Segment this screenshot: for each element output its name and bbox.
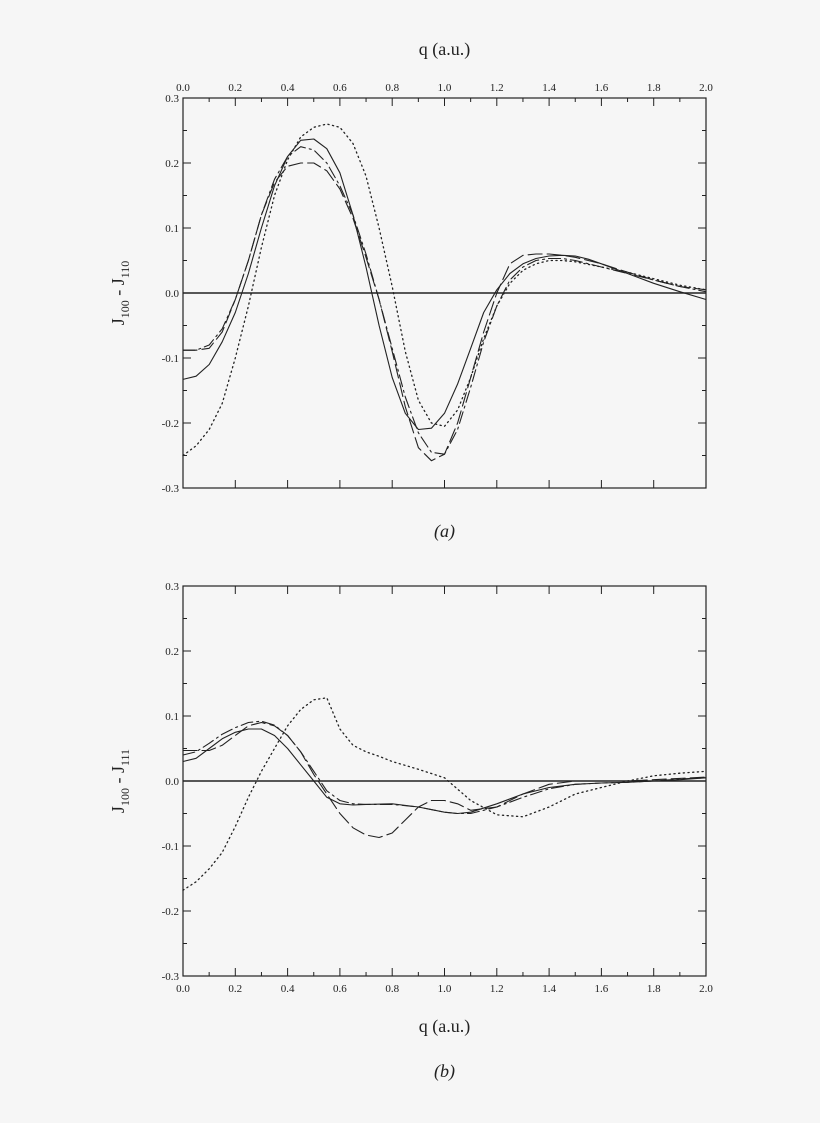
panel-caption: (b) — [434, 1061, 455, 1082]
y-tick-label: -0.3 — [162, 971, 180, 983]
y-axis-title: J100 - J110 — [108, 261, 132, 326]
x-tick-label: 1.6 — [595, 82, 609, 94]
x-tick-label: 2.0 — [699, 82, 713, 94]
series-line-dotted — [182, 697, 707, 891]
y-tick-label: 0.3 — [165, 581, 179, 593]
x-tick-label: 1.2 — [490, 82, 504, 94]
series-line-dotted — [182, 123, 707, 457]
x-tick-label: 1.0 — [438, 82, 452, 94]
y-tick-label: -0.1 — [162, 353, 179, 365]
x-axis-title: q (a.u.) — [419, 39, 470, 60]
y-tick-label: -0.2 — [162, 906, 179, 918]
x-tick-label: 1.8 — [647, 82, 661, 94]
series-line-dash-dot — [182, 146, 707, 455]
x-tick-label: 0.8 — [385, 82, 399, 94]
x-tick-label: 0.0 — [176, 983, 190, 995]
y-tick-label: 0.1 — [165, 711, 179, 723]
x-tick-label: 2.0 — [699, 983, 713, 995]
panel-a: 0.0 0.2 0.4 0.6 0.8 1.0 1.2 1.4 1.6 1.8 2.0 0.3 0.2 0… — [108, 39, 713, 542]
y-tick-label: 0.0 — [165, 776, 179, 788]
panel-b: 0.0 0.2 0.4 0.6 0.8 1.0 1.2 1.4 1.6 1.8 2.0 0.3 0.2 0… — [108, 581, 713, 1082]
x-tick-label: 0.4 — [281, 82, 295, 94]
x-tick-label: 0.2 — [228, 82, 242, 94]
x-axis-title: q (a.u.) — [419, 1016, 470, 1037]
x-tick-label: 1.6 — [595, 983, 609, 995]
y-tick-label: 0.3 — [165, 93, 179, 105]
x-tick-label: 1.8 — [647, 983, 661, 995]
x-tick-label: 1.4 — [542, 983, 556, 995]
x-tick-label: 1.2 — [490, 983, 504, 995]
y-tick-label: -0.1 — [162, 841, 179, 853]
y-tick-label: 0.2 — [165, 646, 179, 658]
x-tick-label: 1.4 — [542, 82, 556, 94]
series-line-dash-dot — [182, 720, 707, 815]
x-tick-label: 0.6 — [333, 983, 347, 995]
series-line-dashed — [182, 721, 707, 839]
y-tick-label: 0.2 — [165, 158, 179, 170]
y-tick-label: -0.2 — [162, 418, 179, 430]
y-tick-label: 0.0 — [165, 288, 179, 300]
y-axis-title: J100 - J111 — [108, 749, 132, 813]
y-tick-label: -0.3 — [162, 483, 180, 495]
x-tick-label: 1.0 — [438, 983, 452, 995]
x-tick-label: 0.0 — [176, 82, 190, 94]
x-tick-label: 0.2 — [228, 983, 242, 995]
x-tick-label: 0.6 — [333, 82, 347, 94]
x-tick-label: 0.4 — [281, 983, 295, 995]
series-line-dashed — [182, 162, 707, 462]
x-tick-label: 0.8 — [385, 983, 399, 995]
panel-caption: (a) — [434, 521, 455, 542]
y-tick-label: 0.1 — [165, 223, 179, 235]
series-line-solid — [182, 138, 707, 431]
